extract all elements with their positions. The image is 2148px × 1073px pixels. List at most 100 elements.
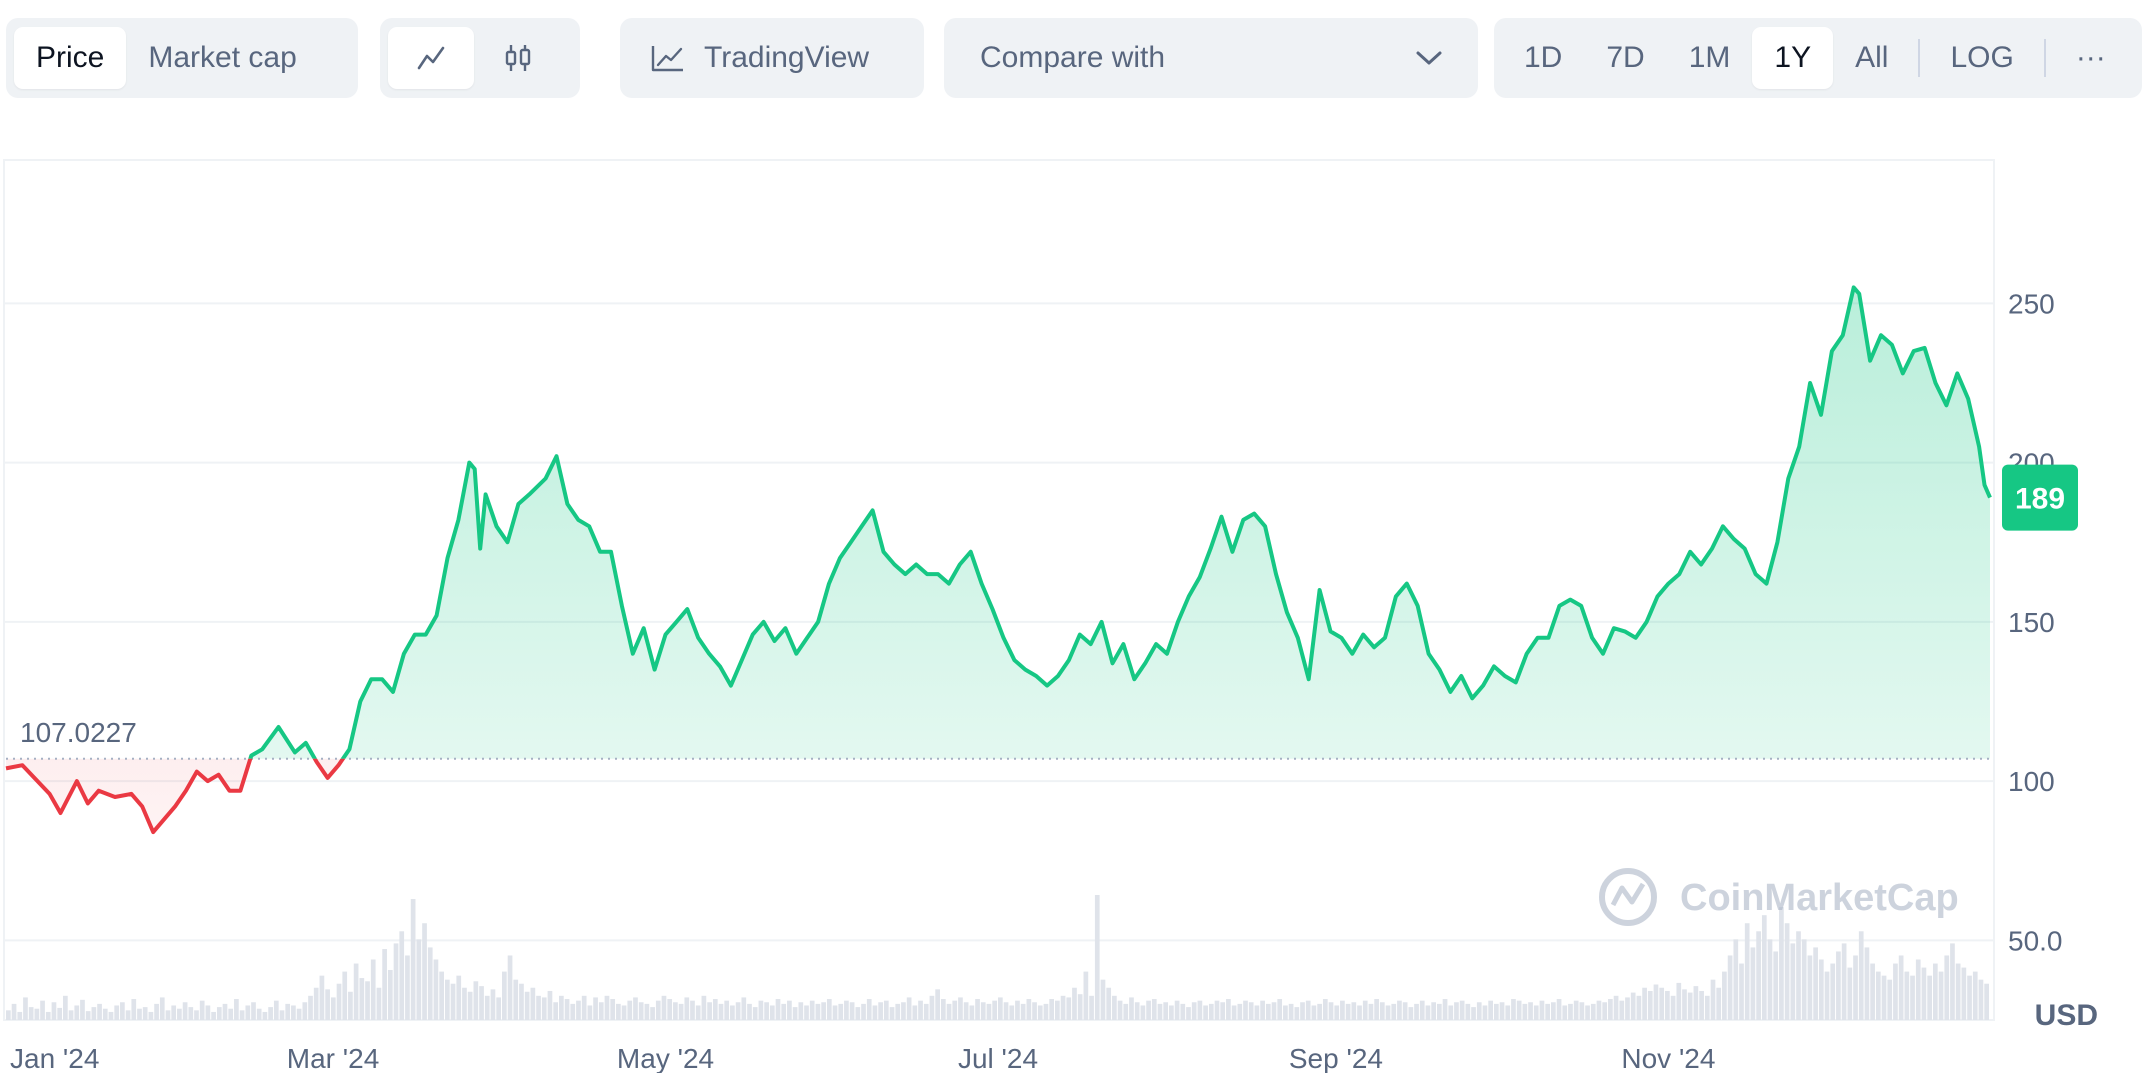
volume-bar (1910, 975, 1915, 1020)
line-chart-button[interactable] (388, 27, 474, 89)
volume-bar (102, 1008, 108, 1020)
tab-market-cap[interactable]: Market cap (148, 41, 297, 74)
volume-bar (251, 1002, 256, 1020)
compare-dropdown[interactable]: Compare with (944, 18, 1478, 98)
volume-bar (313, 987, 319, 1020)
volume-bar (1362, 1000, 1368, 1020)
volume-bar (376, 987, 382, 1020)
volume-bar (661, 995, 667, 1020)
volume-bar (370, 959, 376, 1020)
volume-bar (416, 939, 422, 1020)
x-tick-label: Mar '24 (287, 1043, 380, 1073)
volume-bar (1967, 975, 1972, 1020)
volume-bar (1893, 963, 1898, 1020)
current-price-value: 189 (2015, 483, 2065, 516)
line-chart-icon (417, 46, 445, 70)
volume-bar (650, 1007, 655, 1020)
volume-bar (1374, 999, 1379, 1020)
range-1m[interactable]: 1M (1688, 41, 1731, 74)
volume-bar (998, 997, 1003, 1020)
volume-bar (1231, 1005, 1237, 1020)
x-axis: Jan '24 Mar '24 May '24 Jul '24 Sep '24 Nov '… (10, 1043, 1715, 1073)
tab-price[interactable]: Price (14, 27, 127, 89)
volume-bar (1682, 989, 1687, 1020)
volume-bar (1391, 1003, 1397, 1020)
volume-bar (1585, 1005, 1590, 1020)
volume-bar (1938, 971, 1944, 1020)
y-tick-label: 150 (2008, 607, 2055, 638)
volume-bar (1454, 1002, 1459, 1020)
volume-bar (923, 1003, 929, 1020)
volume-bar (159, 997, 165, 1020)
volume-bar (1009, 1005, 1015, 1020)
volume-bar (969, 1005, 975, 1020)
volume-bar (1596, 1000, 1602, 1020)
volume-bar (844, 1000, 849, 1020)
more-options-button[interactable]: ··· (2075, 41, 2106, 74)
volume-bar (610, 999, 616, 1020)
volume-bar (1066, 997, 1072, 1020)
volume-bar (895, 1003, 901, 1020)
volume-bar (690, 1000, 695, 1020)
volume-bar (1642, 987, 1647, 1020)
volume-bar (6, 1010, 11, 1020)
volume-bar (1083, 971, 1089, 1020)
range-divider (1918, 39, 1921, 77)
volume-bar (940, 999, 946, 1020)
volume-bar (137, 1008, 142, 1020)
volume-bar (1756, 931, 1761, 1020)
volume-bar (530, 987, 536, 1020)
volume-bar (758, 1000, 764, 1020)
volume-bar (1425, 1005, 1431, 1020)
range-all[interactable]: All (1855, 41, 1889, 74)
volume-bar (1311, 1005, 1317, 1020)
volume-bar (1476, 1002, 1482, 1020)
volume-bar (1385, 1005, 1391, 1020)
logo-mark (1610, 882, 1646, 907)
volume-bar (883, 1000, 889, 1020)
volume-bar (1226, 999, 1231, 1020)
volume-bar (91, 1007, 97, 1020)
volume-bar (1693, 986, 1699, 1020)
candlestick-button[interactable] (474, 27, 562, 89)
volume-bar (1345, 1003, 1351, 1020)
volume-bar (1408, 1007, 1414, 1020)
volume-bar (798, 1002, 804, 1020)
area-fill-up (250, 287, 1990, 759)
range-7d[interactable]: 7D (1606, 41, 1645, 74)
volume-bar (1562, 1005, 1568, 1020)
watermark: CoinMarketCap (1599, 868, 1959, 926)
volume-bar (975, 999, 980, 1020)
volume-bar (1174, 1000, 1180, 1020)
volume-bar (1881, 975, 1887, 1020)
x-tick-label: Jul '24 (958, 1043, 1038, 1073)
volume-bar (188, 1007, 194, 1020)
tradingview-button[interactable]: TradingView (620, 18, 924, 98)
volume-bar (627, 1000, 633, 1020)
volume-bar (273, 1000, 279, 1020)
volume-bar (980, 1002, 986, 1020)
volume-bar (1716, 987, 1722, 1020)
volume-bar (1722, 971, 1727, 1020)
volume-bar (638, 1002, 644, 1020)
volume-bar (1243, 1000, 1248, 1020)
volume-bar (593, 997, 598, 1020)
volume-bar (1055, 1000, 1060, 1020)
volume-bar (1830, 963, 1836, 1020)
volume-bar (598, 1002, 604, 1020)
volume-bar (1950, 943, 1955, 1020)
range-1y[interactable]: 1Y (1752, 27, 1834, 89)
volume-bar (1710, 979, 1716, 1020)
range-1d[interactable]: 1D (1524, 41, 1563, 74)
volume-bar (51, 1002, 57, 1020)
volume-bar (1511, 999, 1516, 1020)
volume-bar (1608, 999, 1613, 1020)
volume-bar (348, 991, 353, 1020)
volume-bar (171, 1005, 177, 1020)
volume-bar (1898, 955, 1904, 1020)
volume-bar (1533, 1005, 1539, 1020)
volume-bar (1653, 984, 1659, 1020)
log-toggle[interactable]: LOG (1950, 41, 2014, 74)
volume-bar (935, 989, 940, 1020)
volume-bar (1277, 999, 1283, 1020)
